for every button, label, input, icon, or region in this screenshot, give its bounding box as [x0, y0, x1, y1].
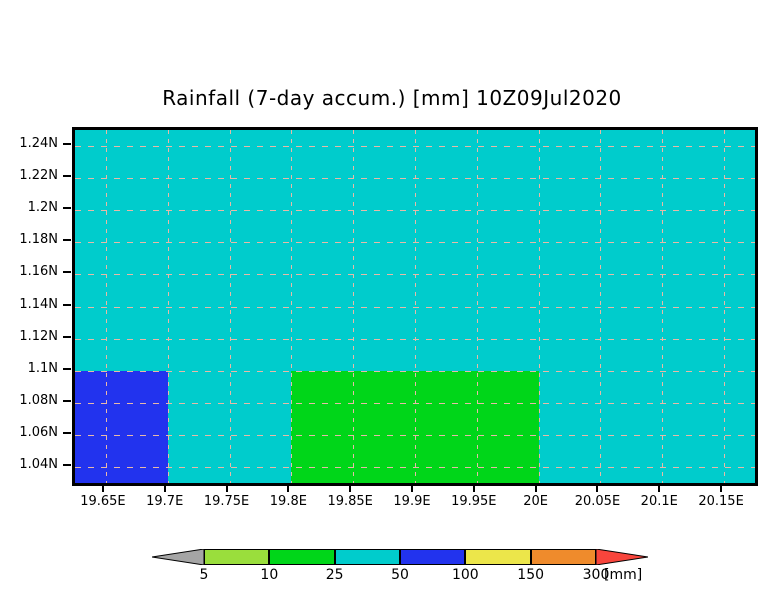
x-axis-tick — [101, 484, 104, 492]
colorbar-segment — [400, 549, 466, 565]
y-axis-tick — [63, 399, 71, 402]
colorbar-over-arrow — [596, 549, 648, 565]
x-axis-tick-label: 19.7E — [146, 494, 184, 509]
y-axis-tick-label: 1.14N — [19, 296, 58, 312]
y-axis-tick-label: 1.04N — [19, 456, 58, 472]
y-axis-tick-label: 1.06N — [19, 424, 58, 440]
x-axis-tick-label: 20.15E — [698, 494, 744, 509]
colorbar-tick-label: 300 — [582, 567, 610, 583]
colorbar-tick-label: 5 — [199, 567, 209, 583]
y-axis-tick-label: 1.1N — [27, 360, 58, 376]
colorbar-under-arrow — [152, 549, 204, 565]
y-axis-tick — [63, 303, 71, 306]
x-axis-tick — [596, 484, 599, 492]
x-axis-tick-label: 19.65E — [80, 494, 126, 509]
x-axis-tick — [658, 484, 661, 492]
colorbar-segment — [204, 549, 270, 565]
y-axis-tick — [63, 175, 71, 178]
page-title: Rainfall (7-day accum.) [mm] 10Z09Jul202… — [162, 86, 622, 110]
y-axis-tick-label: 1.18N — [19, 232, 58, 248]
colorbar-tick-label: 150 — [517, 567, 545, 583]
y-axis-tick-label: 1.22N — [19, 168, 58, 184]
x-axis-tick-label: 19.75E — [203, 494, 250, 509]
heatmap-canvas — [75, 130, 755, 483]
colorbar-tick-label: 100 — [451, 567, 479, 583]
x-axis-tick-label: 19.8E — [269, 494, 307, 509]
x-axis-tick — [349, 484, 352, 492]
y-axis-tick — [63, 207, 71, 210]
y-axis-tick — [63, 431, 71, 434]
colorbar-tick-label: 10 — [260, 567, 279, 583]
colorbar-tick-label: 25 — [325, 567, 344, 583]
y-axis-tick-label: 1.24N — [19, 136, 58, 152]
x-axis-tick — [534, 484, 537, 492]
colorbar-gradient — [152, 549, 648, 565]
colorbar-segment — [334, 549, 400, 565]
y-axis-tick — [63, 335, 71, 338]
x-axis-tick — [225, 484, 228, 492]
colorbar-segment — [465, 549, 531, 565]
colorbar-segment — [269, 549, 335, 565]
y-axis-tick-label: 1.08N — [19, 392, 58, 408]
x-axis-tick — [720, 484, 723, 492]
y-axis-tick-label: 1.12N — [19, 328, 58, 344]
x-axis-tick-label: 19.9E — [393, 494, 431, 509]
heatmap-cell — [291, 370, 539, 483]
x-axis-tick-label: 20.1E — [640, 494, 678, 509]
y-axis-tick — [63, 271, 71, 274]
y-axis-tick — [63, 239, 71, 242]
x-axis-tick-label: 20E — [523, 494, 549, 509]
y-axis-tick-label: 1.16N — [19, 264, 58, 280]
x-axis-tick — [411, 484, 413, 492]
x-axis-tick-label: 20.05E — [574, 494, 621, 509]
y-axis-tick — [63, 143, 71, 146]
x-axis-tick — [163, 484, 166, 492]
colorbar-tick-label: 50 — [391, 567, 409, 583]
x-axis-tick-label: 19.85E — [327, 494, 373, 509]
x-axis-tick-label: 19.95E — [451, 494, 497, 509]
colorbar-unit-label: [mm] — [604, 567, 643, 583]
y-axis-tick — [63, 367, 71, 370]
y-axis-tick — [63, 463, 71, 466]
x-axis-tick — [472, 484, 475, 492]
y-axis-tick-label: 1.2N — [27, 200, 58, 216]
colorbar-segment — [530, 549, 596, 565]
colorbar-legend: [mm] 5 10 25 50 100 150 300 — [0, 540, 784, 600]
heatmap-cell — [75, 370, 168, 483]
x-axis-tick — [287, 484, 290, 492]
plot-area — [72, 127, 758, 486]
